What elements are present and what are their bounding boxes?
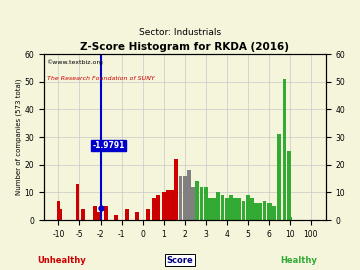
Bar	[216, 193, 220, 220]
Bar	[187, 170, 191, 220]
Bar	[233, 198, 237, 220]
Bar	[277, 134, 281, 220]
Text: The Research Foundation of SUNY: The Research Foundation of SUNY	[46, 76, 154, 81]
Bar	[269, 206, 273, 220]
Bar	[268, 204, 272, 220]
Bar	[166, 190, 170, 220]
Bar	[229, 195, 233, 220]
Bar	[152, 198, 156, 220]
Bar	[271, 206, 275, 220]
Text: Sector: Industrials: Sector: Industrials	[139, 28, 221, 37]
Bar	[76, 184, 79, 220]
Bar	[272, 206, 276, 220]
Bar	[287, 151, 291, 220]
Bar	[221, 195, 224, 220]
Bar	[263, 201, 266, 220]
Bar	[183, 176, 186, 220]
Bar	[250, 198, 254, 220]
Bar	[170, 190, 174, 220]
Text: Unhealthy: Unhealthy	[37, 256, 86, 265]
Bar	[204, 187, 208, 220]
Bar	[237, 198, 241, 220]
Bar	[81, 209, 85, 220]
Bar	[146, 209, 150, 220]
Y-axis label: Number of companies (573 total): Number of companies (573 total)	[15, 79, 22, 195]
Bar	[246, 195, 249, 220]
Bar	[288, 217, 292, 220]
Bar	[267, 204, 271, 220]
Text: ©www.textbiz.org: ©www.textbiz.org	[46, 59, 103, 65]
Bar	[208, 198, 212, 220]
Bar	[270, 206, 274, 220]
Bar	[93, 206, 97, 220]
Bar	[254, 204, 258, 220]
Bar	[104, 206, 108, 220]
Bar	[242, 201, 246, 220]
Text: Healthy: Healthy	[280, 256, 317, 265]
Bar	[157, 195, 160, 220]
Bar	[174, 159, 178, 220]
Bar	[283, 79, 287, 220]
Bar	[59, 209, 63, 220]
Bar	[135, 212, 139, 220]
Bar	[162, 193, 166, 220]
Bar	[212, 198, 216, 220]
Bar	[179, 176, 182, 220]
Bar	[57, 201, 60, 220]
Bar	[114, 215, 118, 220]
Bar	[199, 187, 203, 220]
Bar	[125, 209, 129, 220]
Bar	[191, 187, 195, 220]
Bar	[97, 212, 101, 220]
Title: Z-Score Histogram for RKDA (2016): Z-Score Histogram for RKDA (2016)	[80, 42, 289, 52]
Text: Score: Score	[167, 256, 193, 265]
Bar	[225, 198, 229, 220]
Bar	[195, 181, 199, 220]
Text: -1.9791: -1.9791	[92, 141, 125, 150]
Bar	[258, 204, 262, 220]
